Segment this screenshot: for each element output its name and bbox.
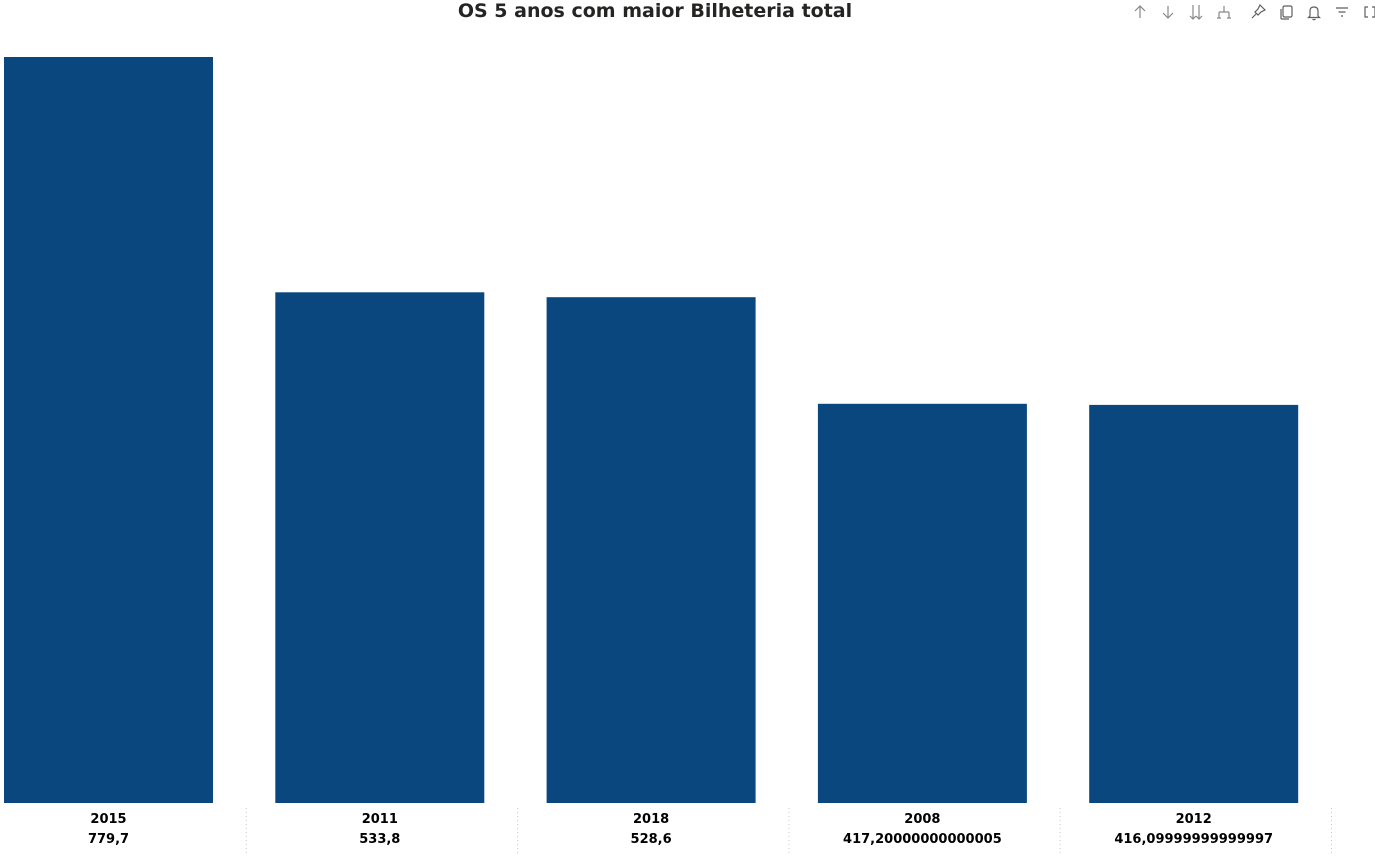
bell-icon[interactable] xyxy=(1304,2,1324,22)
category-label-2015: 2015 xyxy=(90,812,126,827)
value-label-2008: 417,20000000000005 xyxy=(843,832,1002,847)
focus-mode-icon[interactable] xyxy=(1360,2,1375,22)
bars-layer xyxy=(4,57,1299,803)
category-label-2011: 2011 xyxy=(362,812,398,827)
pin-icon[interactable] xyxy=(1248,2,1268,22)
value-label-2018: 528,6 xyxy=(631,832,672,847)
bar-2018[interactable] xyxy=(546,297,756,803)
bar-2011[interactable] xyxy=(275,292,485,803)
chart-title: OS 5 anos com maior Bilheteria total xyxy=(457,0,853,22)
value-label-2011: 533,8 xyxy=(359,832,400,847)
arrow-up-icon[interactable] xyxy=(1130,2,1150,22)
copy-icon[interactable] xyxy=(1276,2,1296,22)
value-label-2012: 416,09999999999997 xyxy=(1114,832,1273,847)
expand-hierarchy-icon[interactable] xyxy=(1214,2,1234,22)
category-label-2018: 2018 xyxy=(633,812,669,827)
bar-2015[interactable] xyxy=(4,57,213,803)
double-arrow-down-icon[interactable] xyxy=(1186,2,1206,22)
labels-layer: 2015 779,7 2011 533,8 2018 528,6 2008 417,20000… xyxy=(88,812,1273,847)
visual-header-toolbar xyxy=(1130,2,1375,22)
arrow-down-icon[interactable] xyxy=(1158,2,1178,22)
category-label-2012: 2012 xyxy=(1176,812,1212,827)
value-label-2015: 779,7 xyxy=(88,832,129,847)
bar-2008[interactable] xyxy=(817,403,1027,803)
category-label-2008: 2008 xyxy=(904,812,940,827)
bar-2012[interactable] xyxy=(1089,404,1299,803)
filter-icon[interactable] xyxy=(1332,2,1352,22)
